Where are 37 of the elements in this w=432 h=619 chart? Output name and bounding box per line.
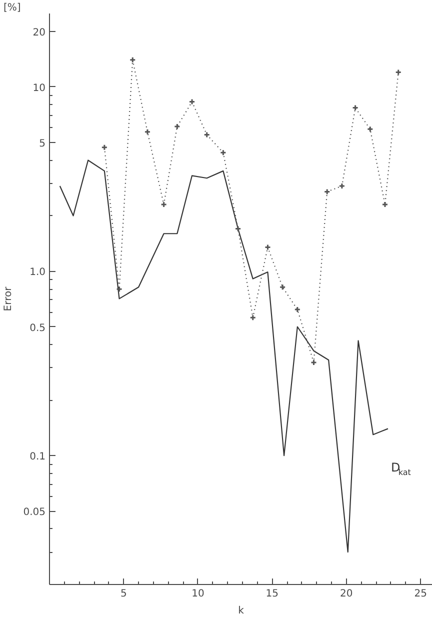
y-axis-title: Error: [3, 286, 14, 312]
line-series: [59, 160, 389, 553]
y-tick-label: 0.5: [30, 322, 46, 334]
point: [352, 104, 359, 112]
x-tick-label: 20: [340, 588, 353, 600]
point: [174, 123, 180, 130]
point: [116, 286, 123, 292]
point: [382, 201, 388, 208]
y-tick-label: 1.0: [30, 267, 46, 278]
y-tick-label: 20: [32, 27, 46, 38]
point: [395, 69, 402, 76]
point: [310, 359, 317, 366]
text: [%]: [4, 2, 21, 14]
point: [279, 284, 286, 290]
x-axis-title: k: [238, 606, 244, 616]
x-tick-label: 5: [120, 588, 127, 600]
point: [101, 144, 108, 151]
point: [204, 131, 210, 138]
point: [366, 126, 374, 132]
point: [144, 128, 151, 136]
point: [160, 201, 168, 208]
point: [264, 244, 271, 250]
y-tick-label: 0.05: [23, 507, 46, 518]
x-tick-label: 25: [414, 588, 427, 600]
y-tick-label: 0.1: [30, 452, 46, 463]
point: [294, 306, 301, 313]
y-tick-label: 10: [32, 82, 46, 94]
point: [250, 314, 256, 321]
x-tick-label: 15: [266, 588, 279, 600]
y-tick-label: 5: [39, 138, 46, 150]
point: [188, 98, 196, 106]
point: [129, 56, 136, 64]
point: [234, 226, 242, 232]
point: [220, 149, 226, 156]
point: [324, 188, 330, 195]
point: [338, 182, 346, 190]
x-tick-label: 10: [192, 588, 204, 600]
